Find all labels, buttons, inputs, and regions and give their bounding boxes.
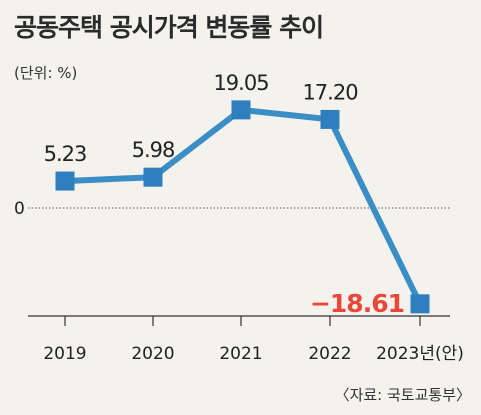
data-value-label: 19.05: [213, 71, 268, 95]
data-point-marker: [410, 294, 430, 314]
x-tick-label: 2020: [131, 344, 174, 364]
unit-label: (단위: %): [14, 64, 78, 82]
x-tick-label: 2022: [308, 344, 351, 364]
source-credit: 〈자료: 국토교통부〉: [334, 386, 471, 404]
data-value-label: −18.61: [310, 289, 404, 318]
x-tick-label: 2021: [219, 344, 262, 364]
data-value-label: 17.20: [302, 80, 357, 104]
chart-title: 공동주택 공시가격 변동률 추이: [14, 13, 324, 42]
series-line: [64, 106, 423, 306]
data-point-marker: [143, 167, 163, 187]
x-tick-label: 2019: [43, 344, 86, 364]
data-point-marker: [320, 109, 340, 129]
data-point-marker: [55, 171, 75, 191]
zero-tick-label: 0: [14, 199, 25, 219]
x-tick-label: 2023년(안): [376, 344, 464, 364]
data-value-label: 5.23: [44, 142, 87, 166]
data-point-marker: [231, 100, 251, 120]
data-value-label: 5.98: [132, 138, 175, 162]
